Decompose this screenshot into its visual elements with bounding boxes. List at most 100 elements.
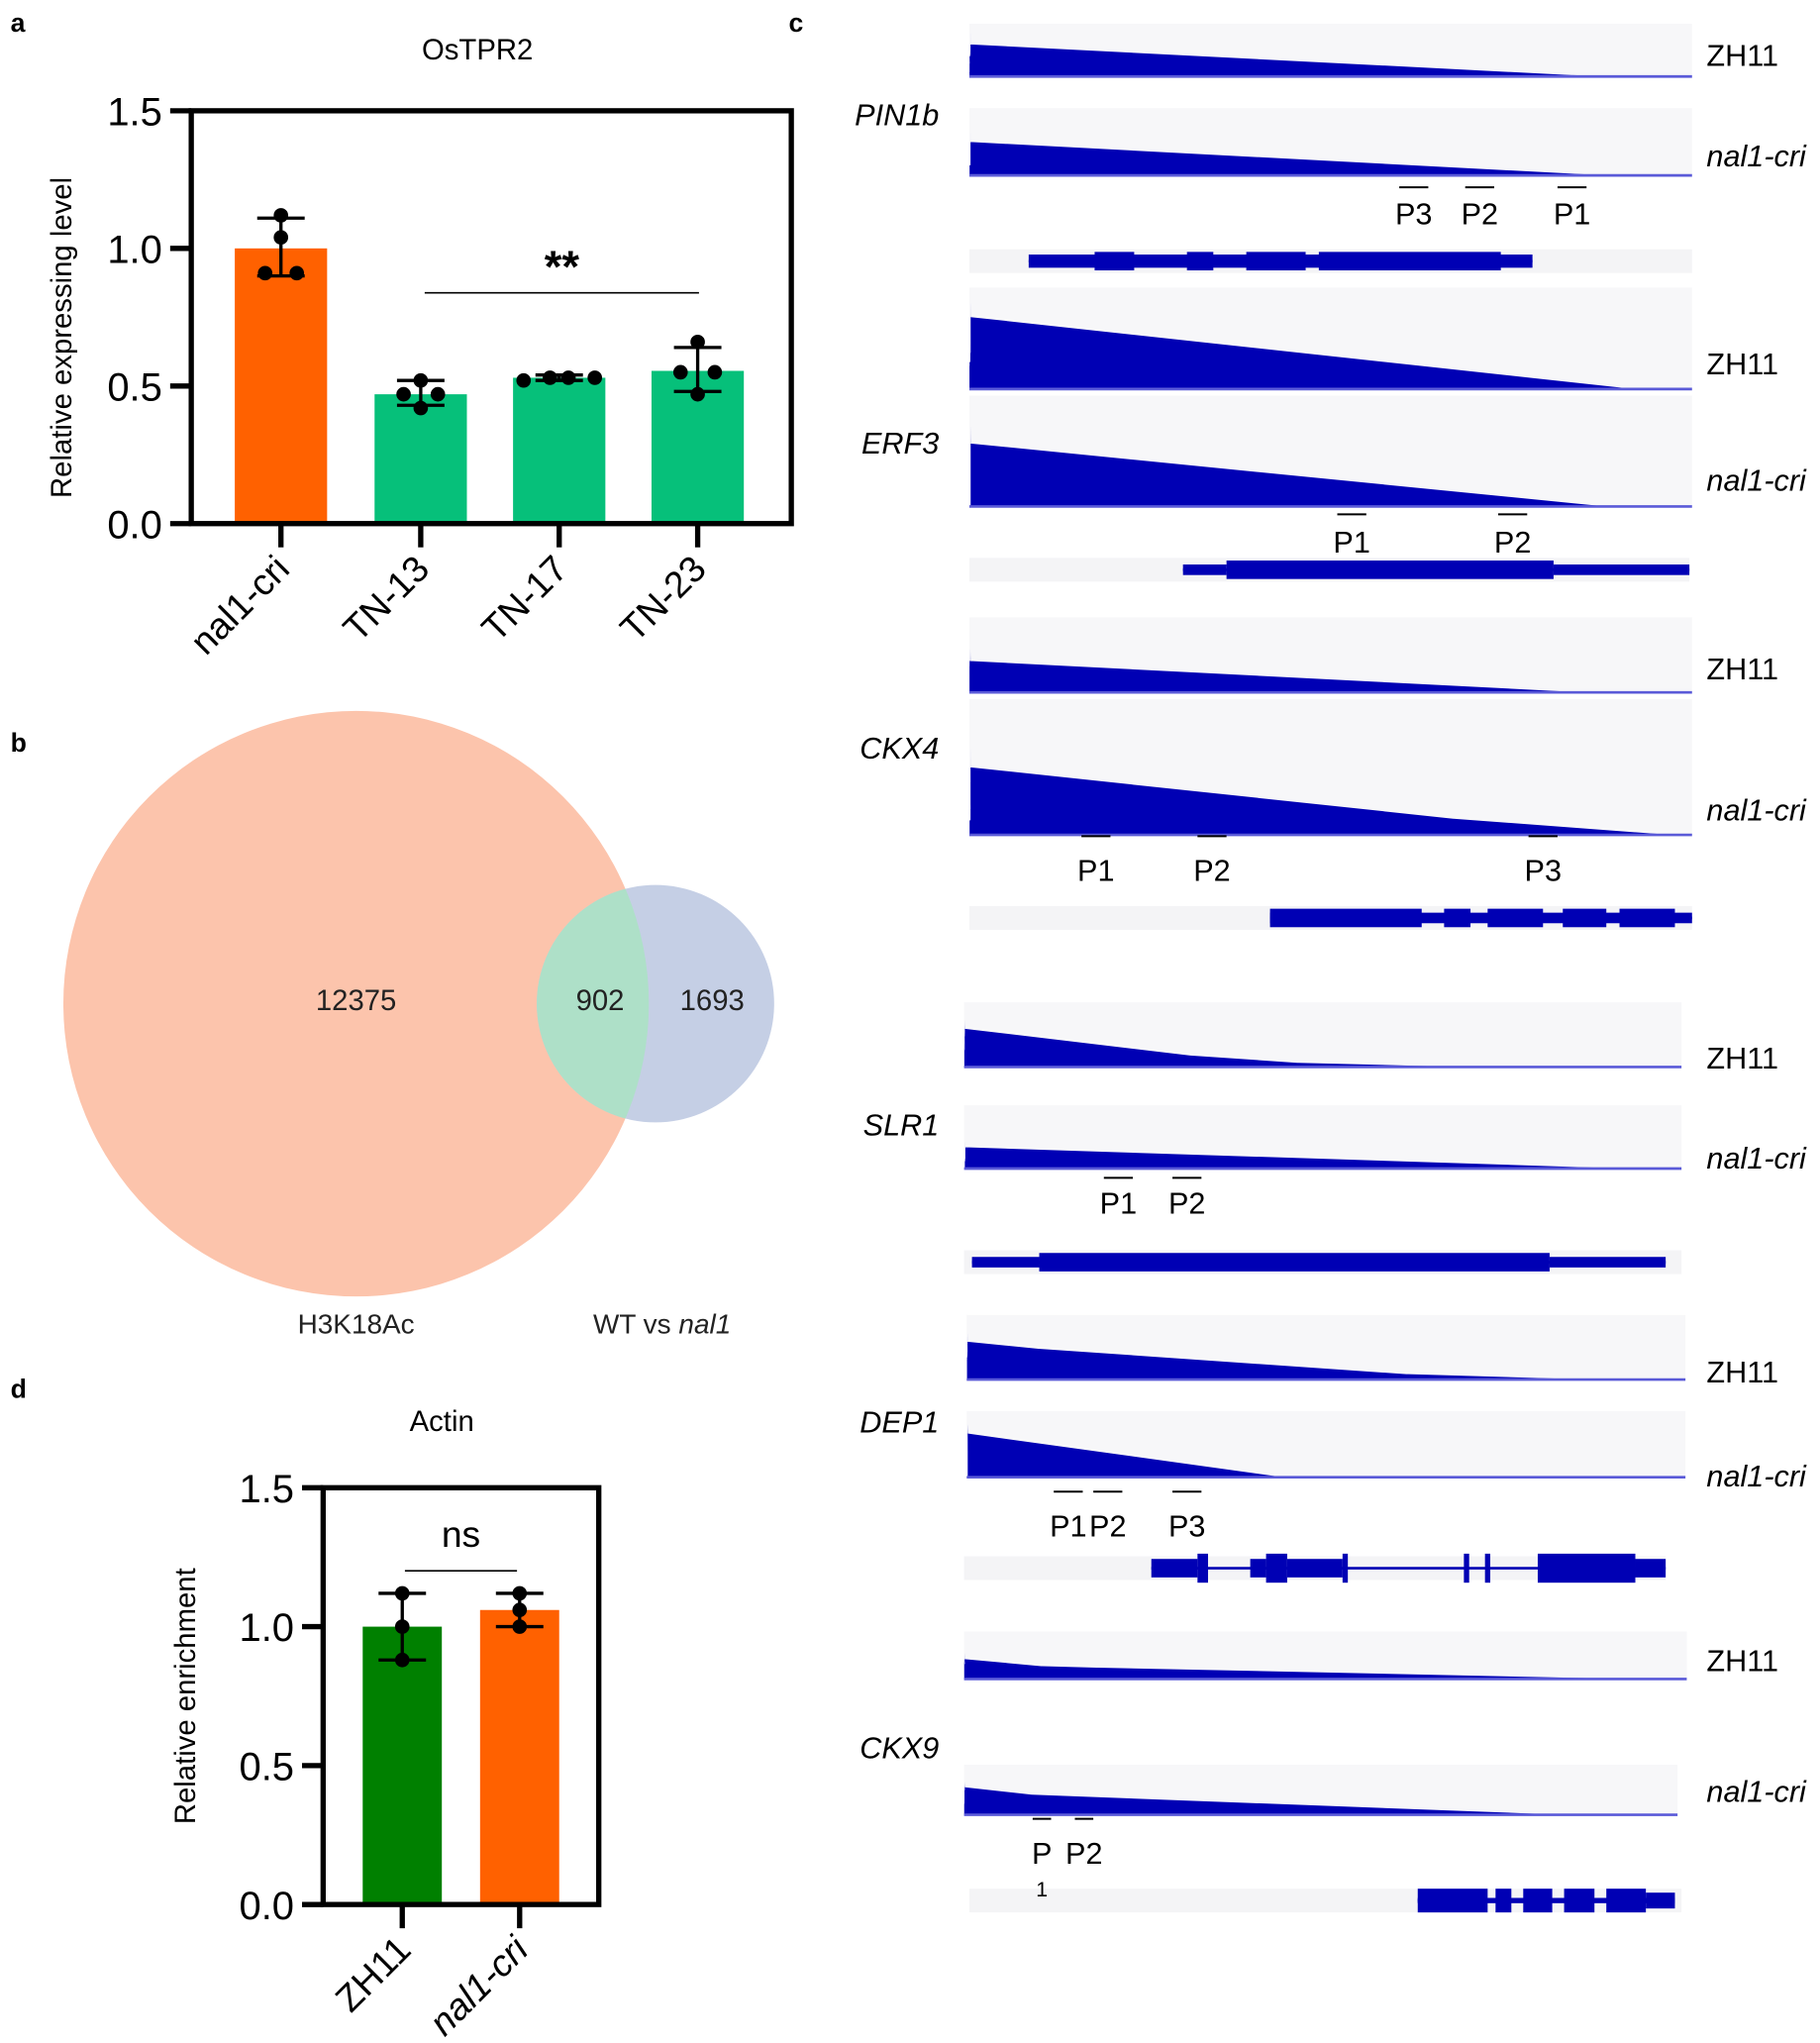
data-point [690,334,705,350]
coverage-zh11 [968,293,1692,389]
data-point [394,1619,410,1634]
data-point [707,364,723,380]
exon-block [1318,252,1501,271]
data-point [516,372,532,388]
venn-label-italic: nal1 [678,1308,731,1339]
primer-label: P2 [1168,1186,1205,1220]
panel-label-d: d [11,1375,27,1404]
y-tick-label: 1.5 [107,91,162,135]
x-tick-label: ZH11 [327,1928,418,2019]
bar [362,1626,443,1905]
sample-label-nal1-cri: nal1-cri [1706,1142,1807,1175]
sample-label-zh11: ZH11 [1706,653,1778,686]
exon-block [1549,1257,1667,1268]
exon-block [1646,1892,1675,1909]
plot-frame [320,1484,602,1907]
exon-block [1487,908,1544,928]
exon-block [1094,252,1135,271]
exon-block [1563,908,1607,928]
chart-title: Actin [410,1405,474,1438]
exon-block [1151,1559,1198,1578]
data-point [430,386,446,402]
data-point [396,386,411,402]
exon-block [1553,564,1690,575]
coverage-nal1-cri [966,1421,1686,1478]
sample-label-zh11: ZH11 [1706,348,1778,381]
x-tick-label: nal1-cri [182,548,297,663]
coverage-zh11 [968,645,1692,693]
primer-label: P [1032,1837,1052,1871]
coverage-nal1-cri [963,1141,1682,1169]
exon-block [1250,1559,1266,1578]
primer-label: P2 [1065,1837,1102,1871]
y-tick-label: 0.0 [240,1885,295,1928]
data-point [273,208,289,223]
primer-label: P1 [1554,197,1590,231]
exon-block [1523,1889,1553,1913]
exon-block [1342,1553,1349,1583]
panel-label-a: a [11,8,26,38]
exon-block [1246,252,1306,271]
primer-label: P2 [1494,526,1531,560]
y-tick-label: 0.5 [107,365,162,409]
exon-block [1265,1553,1287,1583]
data-point [394,1585,410,1601]
exon-block [1186,252,1214,271]
y-tick-label: 1.0 [107,228,162,271]
coverage-nal1-cri [968,133,1692,176]
primer-label: P1 [1050,1510,1086,1544]
chart-title: OsTPR2 [422,34,533,66]
sample-label-nal1-cri: nal1-cri [1706,793,1807,827]
panel-b-venn: 12375 902 1693 H3K18Ac WT vs nal1 [62,710,774,1339]
primer-label: P3 [1525,855,1562,888]
venn-count-h3k18ac-only: 12375 [316,984,396,1017]
primer-label: P2 [1193,855,1230,888]
data-point [413,372,429,388]
significance-label: ** [545,242,580,292]
bar [479,1609,559,1905]
data-point [690,386,705,402]
data-point [394,1652,410,1668]
exon-block [971,1257,1040,1268]
primer-label: P1 [1333,526,1369,560]
exon-block [1039,1253,1550,1272]
data-point [543,370,557,385]
sample-label-zh11: ZH11 [1706,1356,1778,1389]
sample-label-zh11: ZH11 [1706,40,1778,73]
y-tick-label: 1.0 [240,1606,295,1650]
coverage-zh11 [963,1651,1687,1680]
exon-block [1495,1889,1512,1913]
panel-d-bar-chart: Actin Relative enrichment 0.0 0.5 1.0 1.5 ZH… [169,1405,602,2043]
significance-label: ns [442,1513,480,1555]
bar [513,377,606,524]
exon-block [1537,1553,1636,1583]
gene-name: CKX9 [859,1731,939,1765]
coverage-nal1-cri [963,1780,1678,1815]
exon-block [1635,1559,1667,1578]
panel-label-c: c [788,8,803,38]
bar [374,394,467,524]
exon-block [1444,908,1471,928]
y-tick-label: 0.5 [240,1746,295,1789]
venn-overlap [537,884,650,1123]
venn-label-h3k18ac: H3K18Ac [298,1308,415,1339]
sample-label-nal1-cri: nal1-cri [1706,140,1807,173]
venn-label-wt-vs-nal1: WT vs nal1 [593,1308,731,1339]
gene-name: SLR1 [863,1109,940,1143]
x-tick-label: TN-17 [473,548,575,650]
data-point [587,370,603,385]
gene-name: CKX4 [859,732,939,766]
exon-block [1226,561,1554,579]
coverage-zh11 [963,1015,1682,1068]
coverage-zh11 [966,1332,1686,1380]
exon-block [1417,1889,1488,1913]
sample-label-nal1-cri: nal1-cri [1706,1460,1807,1493]
data-point [512,1602,528,1618]
exon-block [1619,908,1675,928]
data-point [512,1619,528,1634]
data-point [512,1585,528,1601]
venn-count-overlap: 902 [576,984,625,1017]
exon-block [1269,908,1422,928]
